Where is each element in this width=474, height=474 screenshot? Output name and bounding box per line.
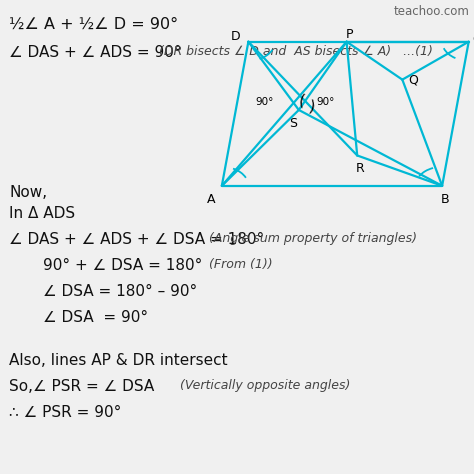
Text: Q: Q	[408, 73, 418, 86]
Text: 90° + ∠ DSA = 180°: 90° + ∠ DSA = 180°	[43, 258, 202, 273]
Text: C: C	[472, 33, 474, 46]
Text: S: S	[290, 117, 298, 130]
Text: ∴ ∠ PSR = 90°: ∴ ∠ PSR = 90°	[9, 405, 122, 420]
Text: (Angle sum property of triangles): (Angle sum property of triangles)	[209, 232, 417, 245]
Text: B: B	[440, 192, 449, 206]
Text: ): )	[308, 98, 316, 114]
Text: (: (	[297, 92, 306, 109]
Text: Also, lines AP & DR intersect: Also, lines AP & DR intersect	[9, 353, 228, 368]
Text: P: P	[346, 27, 353, 41]
Text: Now,: Now,	[9, 185, 47, 200]
Text: 90°: 90°	[316, 97, 335, 108]
Text: A: A	[207, 192, 216, 206]
Text: So,∠ PSR = ∠ DSA: So,∠ PSR = ∠ DSA	[9, 379, 155, 394]
Text: In Δ ADS: In Δ ADS	[9, 206, 76, 221]
Text: R: R	[356, 162, 364, 175]
Text: ∠ DSA  = 90°: ∠ DSA = 90°	[43, 310, 148, 326]
Text: (From (1)): (From (1))	[209, 258, 272, 271]
Text: ∠ DSA = 180° – 90°: ∠ DSA = 180° – 90°	[43, 284, 197, 300]
Text: (DR bisects ∠ D and  AS bisects ∠ A)   ...(1): (DR bisects ∠ D and AS bisects ∠ A) ...(…	[159, 45, 433, 58]
Text: ∠ DAS + ∠ ADS = 90°: ∠ DAS + ∠ ADS = 90°	[9, 45, 182, 60]
Text: 90°: 90°	[255, 97, 273, 108]
Text: teachoo.com: teachoo.com	[393, 5, 469, 18]
Text: D: D	[230, 29, 240, 43]
Text: (Vertically opposite angles): (Vertically opposite angles)	[180, 379, 350, 392]
Text: ½∠ A + ½∠ D = 90°: ½∠ A + ½∠ D = 90°	[9, 17, 179, 32]
Text: ∠ DAS + ∠ ADS + ∠ DSA = 180°: ∠ DAS + ∠ ADS + ∠ DSA = 180°	[9, 232, 265, 247]
